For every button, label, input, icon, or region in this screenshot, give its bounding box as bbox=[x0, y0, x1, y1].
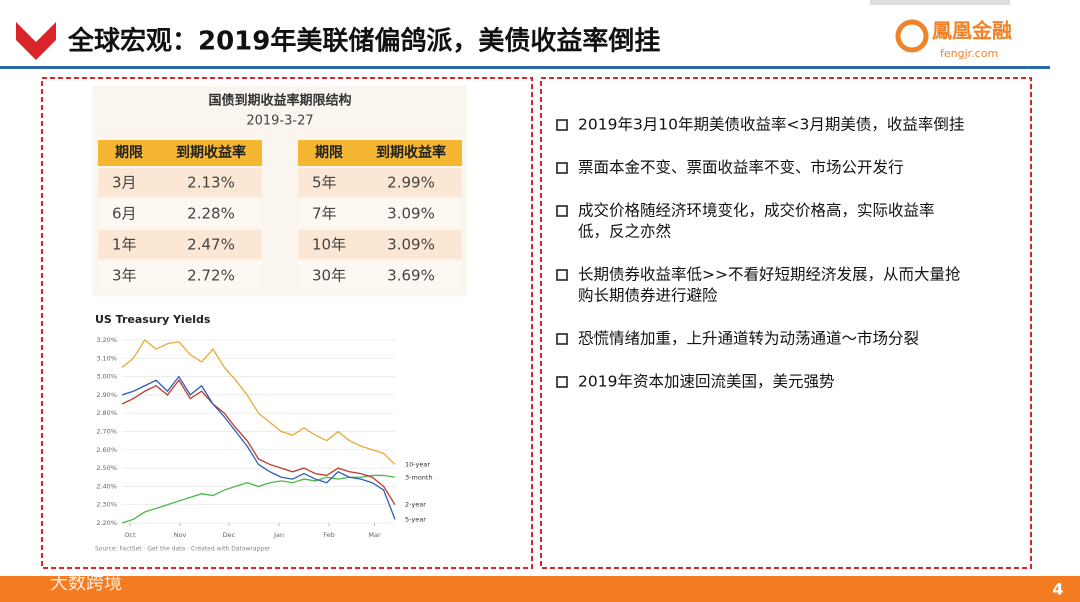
table-header: 期限 bbox=[315, 145, 343, 161]
bullet-text: 票面本金不变、票面收益率不变、市场公开发行 bbox=[578, 159, 904, 177]
table-row-bg bbox=[98, 168, 262, 197]
watermark: 大数跨境 bbox=[50, 573, 122, 594]
page-number: 4 bbox=[1052, 580, 1063, 599]
table-cell: 2.72% bbox=[187, 267, 235, 285]
series-line bbox=[121, 339, 396, 465]
bullet-text: 购长期债券进行避险 bbox=[578, 287, 718, 305]
x-tick-label: Oct bbox=[124, 531, 136, 539]
x-tick-label: Jan bbox=[273, 531, 284, 539]
right-panel bbox=[540, 77, 1032, 569]
table-row-bg bbox=[298, 230, 462, 259]
bullet-box bbox=[556, 269, 568, 281]
y-tick-label: 3.10% bbox=[96, 354, 117, 362]
chart-source: Source: FactSet · Get the data · Created… bbox=[95, 546, 271, 553]
logo-mark bbox=[895, 19, 929, 53]
table-cell: 2.28% bbox=[187, 205, 235, 223]
bullet-text: 2019年资本加速回流美国，美元强势 bbox=[578, 373, 834, 391]
bullet-box bbox=[556, 119, 568, 131]
footer-bar bbox=[0, 576, 1080, 602]
table-header-bg bbox=[98, 140, 262, 166]
y-tick-label: 2.40% bbox=[96, 482, 117, 490]
table-date: 2019-3-27 bbox=[246, 114, 313, 129]
y-tick-label: 2.80% bbox=[96, 409, 117, 417]
table-row-bg bbox=[98, 230, 262, 259]
table-title: 国债到期收益率期限结构 bbox=[208, 93, 351, 109]
table-row-bg bbox=[298, 199, 462, 228]
logo-text: 鳳凰金融 bbox=[932, 19, 1012, 43]
table-cell: 7年 bbox=[312, 205, 337, 223]
table-cell: 2.13% bbox=[187, 174, 235, 192]
table-cell: 6月 bbox=[112, 205, 137, 223]
series-label: 2-year bbox=[405, 501, 426, 509]
table-header: 期限 bbox=[115, 145, 143, 161]
table-header: 到期收益率 bbox=[176, 144, 246, 161]
table-header: 到期收益率 bbox=[376, 144, 446, 161]
series-line bbox=[121, 375, 396, 520]
table-cell: 30年 bbox=[312, 267, 346, 285]
y-tick-label: 3.20% bbox=[96, 336, 117, 344]
chart-bg bbox=[92, 305, 410, 557]
table-cell: 3.09% bbox=[387, 236, 435, 254]
table-cell: 5年 bbox=[312, 174, 337, 192]
table-cell: 3月 bbox=[112, 174, 137, 192]
table-cell: 2.47% bbox=[187, 236, 235, 254]
bullet-box bbox=[556, 205, 568, 217]
x-tick-label: Nov bbox=[174, 531, 187, 539]
top-tab bbox=[870, 0, 1010, 5]
table-cell: 3年 bbox=[112, 267, 137, 285]
y-tick-label: 2.70% bbox=[96, 428, 117, 436]
slide-title: 全球宏观：2019年美联储偏鸽派，美债收益率倒挂 bbox=[67, 26, 660, 57]
table-cell: 3.09% bbox=[387, 205, 435, 223]
table-cell: 2.99% bbox=[387, 174, 435, 192]
bullet-text: 恐慌情绪加重，上升通道转为动荡通道～市场分裂 bbox=[578, 330, 919, 348]
table-row-bg bbox=[298, 168, 462, 197]
bullet-box bbox=[556, 333, 568, 345]
y-tick-label: 3.00% bbox=[96, 373, 117, 381]
header-rule bbox=[0, 66, 1050, 69]
table-cell: 1年 bbox=[112, 236, 137, 254]
bullet-text: 长期债券收益率低>>不看好短期经济发展，从而大量抢 bbox=[578, 266, 961, 284]
chart-title: US Treasury Yields bbox=[95, 313, 211, 326]
x-tick-label: Mar bbox=[368, 531, 381, 539]
y-tick-label: 2.20% bbox=[96, 519, 117, 527]
series-line bbox=[121, 379, 396, 506]
x-tick-label: Feb bbox=[323, 531, 335, 539]
x-tick-label: Dec bbox=[223, 531, 236, 539]
table-row-bg bbox=[98, 199, 262, 228]
y-tick-label: 2.50% bbox=[96, 464, 117, 472]
logo-url: fengjr.com bbox=[940, 47, 998, 60]
y-tick-label: 2.90% bbox=[96, 391, 117, 399]
bullet-box bbox=[556, 376, 568, 388]
table-row-bg bbox=[98, 261, 262, 290]
table-cell: 3.69% bbox=[387, 267, 435, 285]
series-label: 5-year bbox=[405, 515, 426, 523]
bullet-box bbox=[556, 162, 568, 174]
y-tick-label: 2.30% bbox=[96, 501, 117, 509]
bullet-text: 2019年3月10年期美债收益率<3月期美债，收益率倒挂 bbox=[578, 116, 964, 134]
y-tick-label: 2.60% bbox=[96, 446, 117, 454]
chevron-icon bbox=[16, 22, 56, 60]
table-cell: 10年 bbox=[312, 236, 346, 254]
series-label: 3-month bbox=[405, 473, 433, 481]
left-panel bbox=[41, 77, 533, 569]
bullet-text: 成交价格随经济环境变化，成交价格高，实际收益率 bbox=[578, 201, 935, 220]
series-label: 10-year bbox=[405, 460, 430, 468]
table-row-bg bbox=[298, 261, 462, 290]
table-header-bg bbox=[298, 140, 462, 166]
bullet-text: 低，反之亦然 bbox=[578, 223, 671, 241]
